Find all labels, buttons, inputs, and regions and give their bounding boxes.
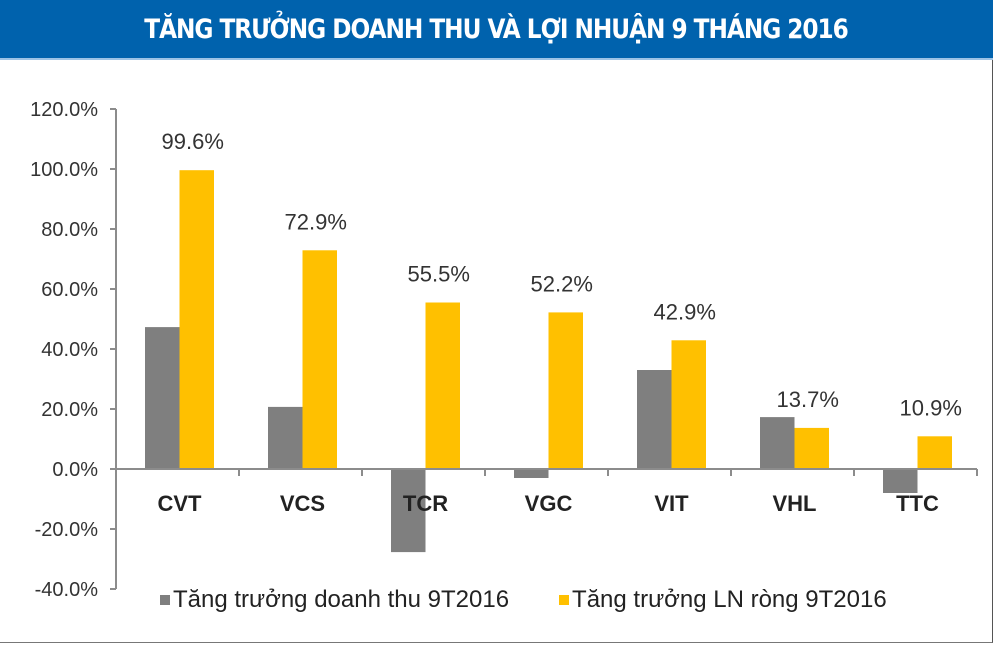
x-category-label: VCS: [280, 491, 325, 516]
x-category-label: TTC: [896, 491, 939, 516]
bar-revenue-cvt: [145, 327, 180, 469]
y-tick-label: 60.0%: [41, 279, 98, 301]
x-category-label: VGC: [525, 491, 573, 516]
y-tick-label: 20.0%: [41, 399, 98, 421]
data-label: 52.2%: [531, 271, 593, 296]
y-tick-label: 100.0%: [30, 159, 98, 181]
y-tick-label: 120.0%: [30, 99, 98, 121]
bar-profit-vit: [671, 340, 706, 469]
bar-profit-vcs: [302, 250, 337, 469]
legend-item-revenue: Tăng trưởng doanh thu 9T2016: [160, 586, 509, 614]
bar-revenue-vhl: [760, 417, 795, 469]
chart-frame: [0, 60, 993, 643]
y-tick-label: 0.0%: [52, 459, 98, 481]
bar-profit-ttc: [917, 436, 952, 469]
bar-profit-cvt: [179, 170, 214, 469]
data-label: 42.9%: [654, 299, 716, 324]
data-label: 99.6%: [162, 129, 224, 154]
x-category-label: TCR: [403, 491, 448, 516]
bar-revenue-ttc: [883, 469, 918, 493]
data-label: 13.7%: [777, 387, 839, 412]
legend-swatch-gray-icon: [160, 595, 170, 605]
legend-item-profit: Tăng trưởng LN ròng 9T2016: [559, 586, 887, 614]
y-tick-label: 80.0%: [41, 219, 98, 241]
x-category-label: CVT: [158, 491, 203, 516]
data-label: 10.9%: [900, 395, 962, 420]
y-tick-label: -20.0%: [35, 519, 99, 541]
bar-profit-tcr: [425, 302, 460, 469]
x-category-label: VIT: [654, 491, 689, 516]
legend-swatch-yellow-icon: [559, 595, 570, 605]
legend-label-profit: Tăng trưởng LN ròng 9T2016: [572, 586, 887, 613]
y-tick-label: -40.0%: [35, 579, 99, 601]
y-tick-label: 40.0%: [41, 339, 98, 361]
bar-revenue-vcs: [268, 406, 303, 469]
chart-title: TĂNG TRƯỞNG DOANH THU VÀ LỢI NHUẬN 9 THÁ…: [144, 13, 850, 45]
chart-legend: Tăng trưởng doanh thu 9T2016 Tăng trưởng…: [160, 586, 937, 614]
data-label: 55.5%: [408, 262, 470, 287]
bar-revenue-tcr: [391, 469, 426, 553]
bar-revenue-vgc: [514, 469, 549, 478]
bar-profit-vhl: [794, 427, 829, 469]
legend-label-revenue: Tăng trưởng doanh thu 9T2016: [173, 586, 510, 613]
bar-revenue-vit: [637, 370, 672, 469]
bar-profit-vgc: [548, 312, 583, 469]
x-category-label: VHL: [773, 491, 817, 516]
chart-header: TĂNG TRƯỞNG DOANH THU VÀ LỢI NHUẬN 9 THÁ…: [0, 0, 993, 60]
data-label: 72.9%: [285, 209, 347, 234]
